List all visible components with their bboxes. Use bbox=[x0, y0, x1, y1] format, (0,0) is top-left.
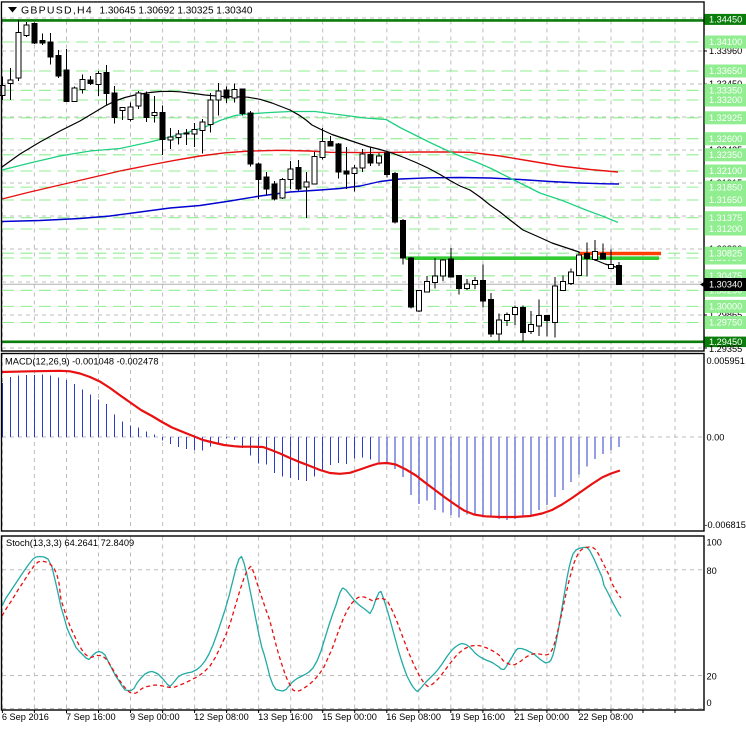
svg-text:20: 20 bbox=[707, 672, 717, 682]
svg-text:6 Sep 2016: 6 Sep 2016 bbox=[2, 712, 49, 722]
svg-text:GBPUSD,H4: GBPUSD,H4 bbox=[21, 5, 93, 17]
svg-text:100: 100 bbox=[707, 538, 722, 548]
svg-text:1.34100: 1.34100 bbox=[709, 37, 742, 47]
svg-text:1.29355: 1.29355 bbox=[709, 344, 742, 354]
svg-text:1.30340: 1.30340 bbox=[709, 280, 742, 290]
svg-text:Stoch(13,3,3) 64.2641 72.8409: Stoch(13,3,3) 64.2641 72.8409 bbox=[6, 538, 134, 548]
svg-text:1.32100: 1.32100 bbox=[709, 166, 742, 176]
svg-text:1.30825: 1.30825 bbox=[709, 248, 742, 258]
svg-text:1.30000: 1.30000 bbox=[709, 302, 742, 312]
svg-text:0.005951: 0.005951 bbox=[707, 356, 745, 366]
svg-text:12 Sep 08:00: 12 Sep 08:00 bbox=[194, 712, 249, 722]
svg-text:22 Sep 08:00: 22 Sep 08:00 bbox=[578, 712, 633, 722]
svg-text:7 Sep 16:00: 7 Sep 16:00 bbox=[66, 712, 116, 722]
svg-text:MACD(12,26,9) -0.001048 -0.002: MACD(12,26,9) -0.001048 -0.002478 bbox=[5, 357, 159, 367]
svg-text:19 Sep 16:00: 19 Sep 16:00 bbox=[450, 712, 505, 722]
svg-text:1.32925: 1.32925 bbox=[709, 113, 742, 123]
svg-text:80: 80 bbox=[707, 566, 717, 576]
svg-text:15 Sep 00:00: 15 Sep 00:00 bbox=[322, 712, 377, 722]
svg-text:0.00: 0.00 bbox=[707, 432, 725, 442]
svg-text:13 Sep 16:00: 13 Sep 16:00 bbox=[258, 712, 313, 722]
svg-text:1.33650: 1.33650 bbox=[709, 66, 742, 76]
svg-text:1.30645 1.30692 1.30325 1.3034: 1.30645 1.30692 1.30325 1.30340 bbox=[100, 6, 253, 17]
svg-text:1.31850: 1.31850 bbox=[709, 182, 742, 192]
svg-text:1.31650: 1.31650 bbox=[709, 195, 742, 205]
svg-text:0: 0 bbox=[707, 698, 712, 708]
svg-text:1.31200: 1.31200 bbox=[709, 224, 742, 234]
svg-text:1.32600: 1.32600 bbox=[709, 134, 742, 144]
svg-text:1.31375: 1.31375 bbox=[709, 213, 742, 223]
svg-text:1.29750: 1.29750 bbox=[709, 318, 742, 328]
svg-text:21 Sep 00:00: 21 Sep 00:00 bbox=[514, 712, 569, 722]
svg-text:-0.006815: -0.006815 bbox=[705, 520, 746, 530]
svg-text:16 Sep 08:00: 16 Sep 08:00 bbox=[386, 712, 441, 722]
svg-text:1.34450: 1.34450 bbox=[709, 15, 742, 25]
svg-text:1.32350: 1.32350 bbox=[709, 150, 742, 160]
svg-text:9 Sep 00:00: 9 Sep 00:00 bbox=[130, 712, 180, 722]
svg-text:1.33200: 1.33200 bbox=[709, 95, 742, 105]
